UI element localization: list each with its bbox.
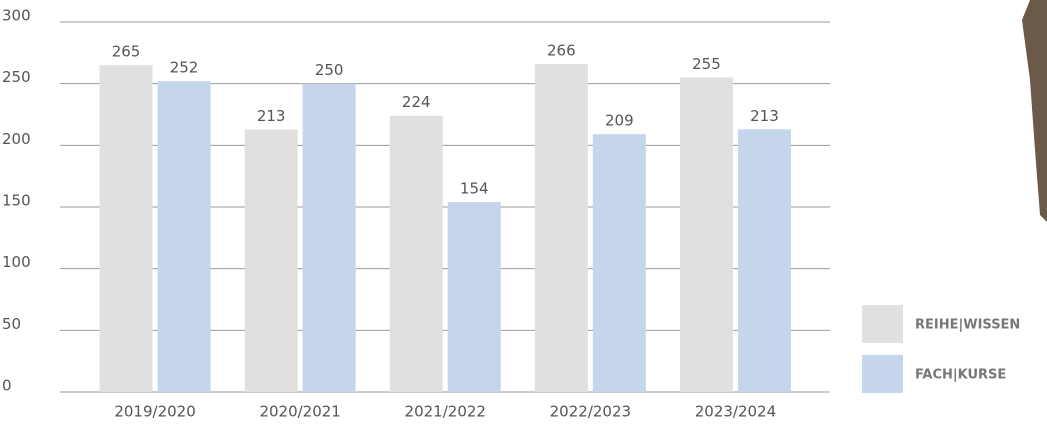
value-label: 250 — [315, 61, 344, 79]
bar — [303, 84, 356, 392]
value-label: 252 — [170, 59, 199, 77]
x-tick-label: 2019/2020 — [114, 403, 195, 421]
bar — [158, 81, 211, 392]
legend-swatch — [862, 355, 903, 393]
bar — [593, 134, 646, 392]
value-label: 213 — [750, 107, 779, 125]
y-tick-label: 200 — [2, 130, 31, 148]
value-label: 266 — [547, 41, 576, 59]
value-label: 154 — [460, 180, 489, 198]
x-tick-label: 2021/2022 — [405, 403, 486, 421]
value-label: 265 — [112, 43, 141, 61]
page: 0 50 100 150 200 250 300 2019/2020 265 252 2020/20… — [0, 0, 1047, 425]
bar — [535, 64, 588, 392]
y-tick-label: 50 — [2, 315, 21, 333]
y-tick-label: 300 — [2, 7, 31, 25]
value-label: 213 — [257, 107, 286, 125]
photo-fragment — [1022, 0, 1047, 222]
legend-label: REIHE|WISSEN — [915, 318, 1020, 333]
x-tick-label: 2020/2021 — [259, 403, 340, 421]
y-tick-label: 0 — [2, 377, 12, 395]
bar — [390, 116, 443, 392]
value-label: 224 — [402, 93, 431, 111]
value-label: 209 — [605, 112, 634, 130]
y-tick-label: 150 — [2, 192, 31, 210]
y-tick-label: 250 — [2, 68, 31, 86]
chart: 0 50 100 150 200 250 300 2019/2020 265 252 2020/20… — [0, 0, 1047, 425]
x-tick-label: 2023/2024 — [695, 403, 776, 421]
bar — [100, 65, 153, 392]
value-label: 255 — [692, 55, 721, 73]
y-tick-label: 100 — [2, 253, 31, 271]
legend-label: FACH|KURSE — [915, 368, 1006, 383]
legend-swatch — [862, 305, 903, 343]
bar — [738, 129, 791, 392]
x-tick-label: 2022/2023 — [550, 403, 631, 421]
bar — [680, 78, 733, 393]
bar — [448, 202, 501, 392]
bar — [245, 129, 298, 392]
